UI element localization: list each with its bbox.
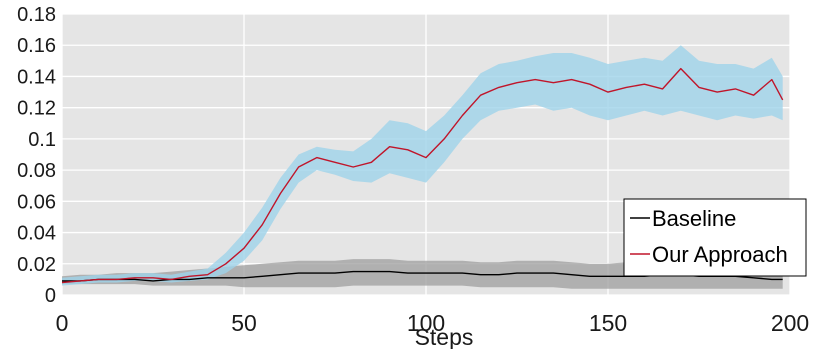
line-our-approach bbox=[61, 67, 784, 284]
y-tick-label-9: 0.18 bbox=[17, 4, 56, 26]
y-tick-label-8: 0.16 bbox=[17, 35, 56, 57]
confidence-bands bbox=[62, 45, 783, 289]
y-tick-label-5: 0.1 bbox=[28, 129, 56, 151]
band-baseline bbox=[62, 259, 783, 289]
y-tick-label-3: 0.06 bbox=[17, 191, 56, 213]
y-tick-label-6: 0.12 bbox=[17, 98, 56, 120]
grid-lines bbox=[61, 13, 791, 296]
y-tick-label-2: 0.04 bbox=[17, 223, 56, 245]
legend: Baseline Our Approach bbox=[623, 198, 807, 277]
legend-label-our-approach: Our Approach bbox=[652, 242, 788, 267]
y-tick-label-7: 0.14 bbox=[17, 66, 56, 88]
x-axis-label: Steps bbox=[415, 324, 474, 349]
y-tick-label-1: 0.02 bbox=[17, 254, 56, 276]
x-tick-label-0: 0 bbox=[56, 310, 69, 336]
x-axis-ticks: 0 50 100 150 200 bbox=[56, 310, 810, 336]
y-axis-ticks: 0 0.02 0.04 0.06 0.08 0.1 0.12 0.14 0.16 0.18 bbox=[17, 4, 56, 307]
legend-box bbox=[623, 198, 807, 277]
legend-label-baseline: Baseline bbox=[652, 206, 736, 231]
x-tick-label-4: 200 bbox=[771, 310, 809, 336]
y-tick-label-4: 0.08 bbox=[17, 160, 56, 182]
y-tick-label-0: 0 bbox=[45, 285, 56, 307]
x-tick-label-3: 150 bbox=[589, 310, 627, 336]
x-tick-label-2: 100 bbox=[407, 310, 445, 336]
x-tick-label-1: 50 bbox=[231, 310, 257, 336]
band-our-approach bbox=[62, 45, 783, 286]
